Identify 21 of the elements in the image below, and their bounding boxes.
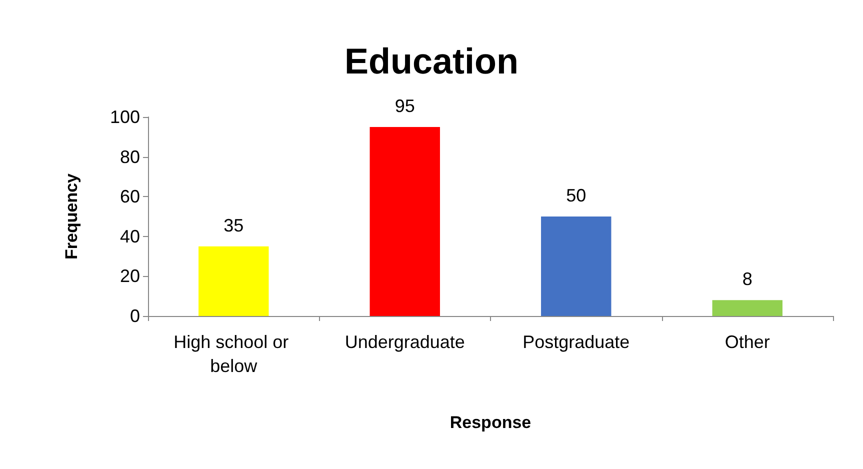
y-tick-label: 60 bbox=[120, 186, 140, 207]
bar bbox=[370, 126, 440, 316]
x-tick-label: Other bbox=[724, 332, 770, 352]
data-label: 95 bbox=[394, 96, 415, 116]
y-tick-label: 100 bbox=[110, 107, 140, 127]
bar bbox=[198, 246, 269, 316]
y-tick-label: 20 bbox=[120, 266, 140, 286]
data-label: 35 bbox=[224, 215, 244, 236]
x-axis-title: Response bbox=[450, 413, 532, 432]
x-tick-label: Postgraduate bbox=[522, 332, 630, 352]
data-label: 8 bbox=[742, 269, 752, 290]
bar bbox=[541, 216, 612, 316]
y-tick-label: 0 bbox=[130, 306, 140, 326]
y-tick-label: 40 bbox=[120, 226, 140, 246]
y-axis-title: Frequency bbox=[62, 172, 81, 260]
bar bbox=[712, 300, 782, 316]
y-tick-label: 80 bbox=[120, 146, 140, 167]
x-tick-label: High school or below bbox=[174, 332, 294, 376]
chart-title: Education bbox=[344, 40, 519, 82]
data-label: 50 bbox=[566, 186, 586, 206]
x-tick-label: Undergraduate bbox=[344, 332, 465, 352]
